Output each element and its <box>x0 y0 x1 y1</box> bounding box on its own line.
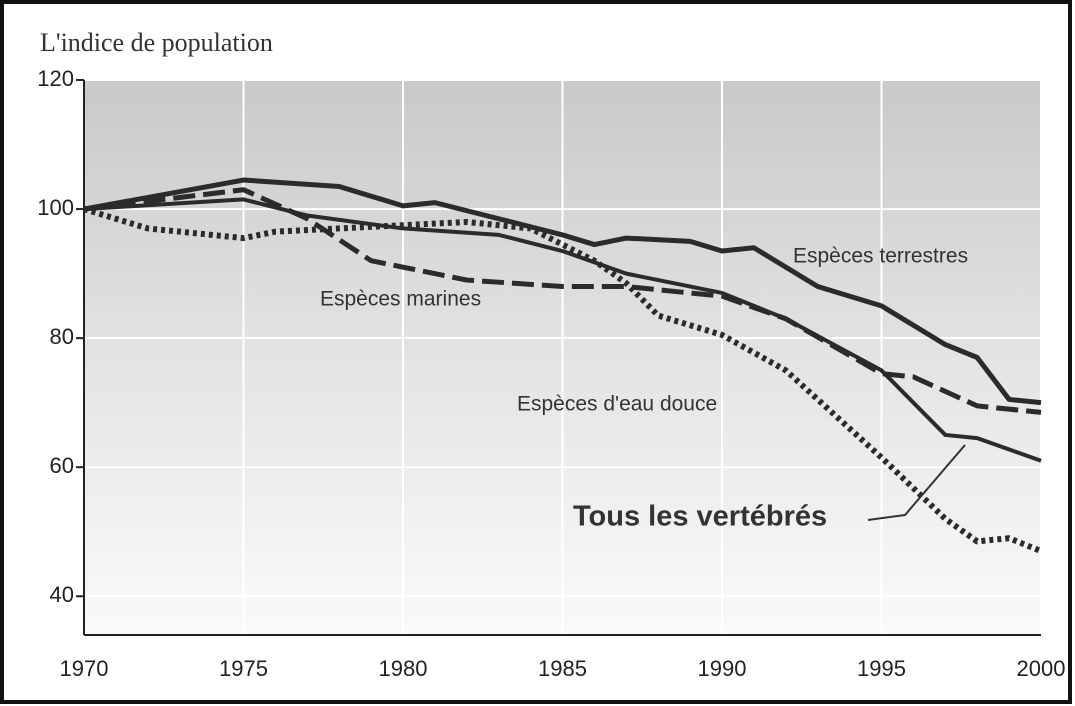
x-tick-label: 1990 <box>698 656 747 681</box>
series-line <box>83 177 1042 406</box>
x-tick-label: 2000 <box>1017 656 1066 681</box>
y-tick-label: 100 <box>37 195 74 220</box>
leader-line <box>867 444 966 521</box>
chart-title: L'indice de population <box>40 28 273 57</box>
series-line <box>83 187 1042 415</box>
x-tick-label: 1980 <box>379 656 428 681</box>
x-tick-label: 1970 <box>60 656 109 681</box>
series-label: Tous les vertébrés <box>573 501 827 533</box>
x-tick-label: 1995 <box>857 656 906 681</box>
series-label: Espèces marines <box>320 288 481 311</box>
y-tick-label: 60 <box>50 453 74 478</box>
series-label: Espèces terrestres <box>793 245 968 268</box>
series-line <box>83 197 1042 463</box>
x-tick-label: 1975 <box>219 656 268 681</box>
series-label: Espèces d'eau douce <box>517 393 717 416</box>
y-tick-label: 120 <box>37 66 74 91</box>
series-line <box>83 206 1043 554</box>
y-tick-label: 80 <box>50 324 74 349</box>
x-tick-label: 1985 <box>538 656 587 681</box>
y-tick-label: 40 <box>50 582 74 607</box>
